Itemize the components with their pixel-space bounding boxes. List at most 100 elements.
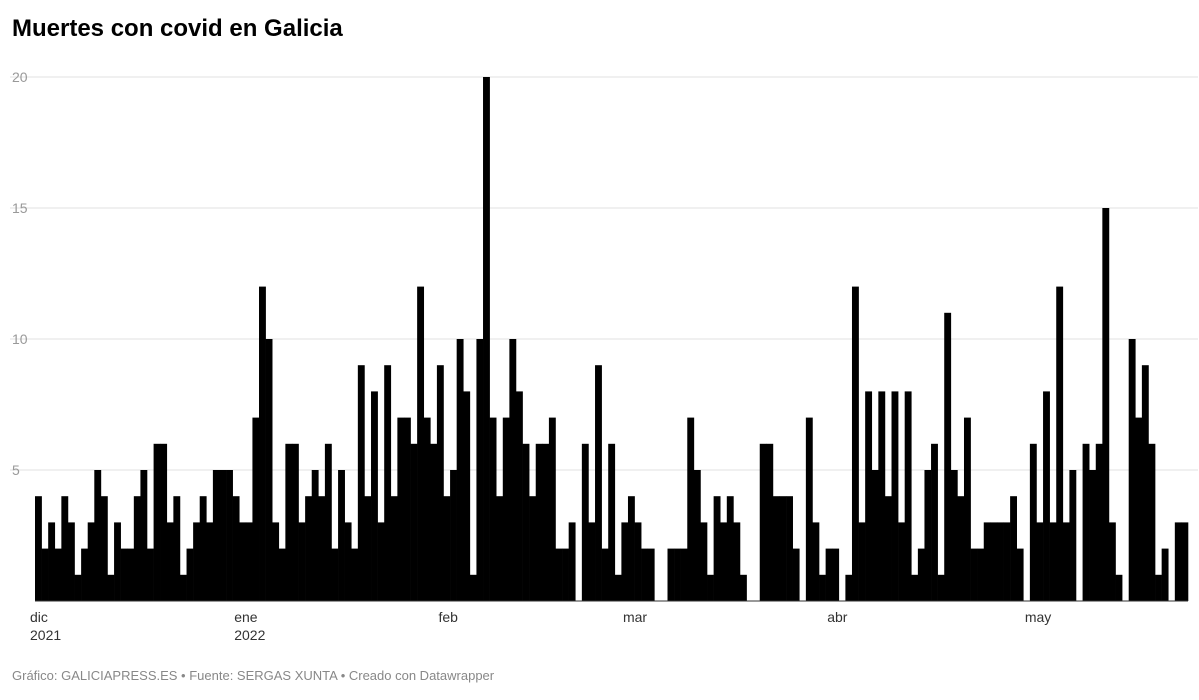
bar: [133, 496, 141, 601]
bar: [94, 470, 102, 601]
bar: [48, 522, 56, 601]
bar: [173, 496, 181, 601]
bar: [667, 548, 675, 601]
y-tick-label: 20: [12, 69, 28, 85]
bar: [252, 417, 260, 601]
bar: [680, 548, 688, 601]
bar: [548, 417, 556, 601]
x-tick-label: may: [1025, 609, 1051, 625]
bar: [726, 496, 734, 601]
bar: [1089, 470, 1097, 601]
bar: [272, 522, 280, 601]
bar: [1102, 208, 1110, 601]
bar: [917, 548, 925, 601]
bar: [1115, 574, 1123, 601]
bar: [1095, 443, 1103, 601]
bar: [1148, 443, 1156, 601]
bar: [397, 417, 405, 601]
bar: [259, 286, 266, 601]
bar: [305, 496, 313, 601]
y-tick-label: 15: [12, 200, 28, 216]
bar: [127, 548, 135, 601]
bar: [898, 522, 905, 601]
bar: [41, 548, 49, 601]
bar: [298, 522, 306, 601]
bar: [120, 548, 128, 601]
bar: [206, 522, 214, 601]
bar: [739, 574, 747, 601]
bar: [766, 443, 774, 601]
x-tick-label: dic 2021: [30, 609, 61, 643]
bar: [581, 443, 589, 601]
bar: [614, 574, 622, 601]
bar: [232, 496, 240, 601]
bar: [713, 496, 721, 601]
bar: [423, 417, 431, 601]
bar: [1069, 470, 1077, 601]
bar: [114, 522, 121, 601]
bar: [476, 339, 484, 601]
bar: [357, 365, 365, 601]
footer: Gráfico: GALICIAPRESS.ES • Fuente: SERGA…: [12, 668, 495, 683]
bar: [496, 496, 504, 601]
bar: [509, 339, 517, 601]
bar: [489, 417, 497, 601]
bar: [904, 391, 912, 601]
bar: [970, 548, 978, 601]
bar: [865, 391, 873, 601]
bar: [285, 443, 293, 601]
bar: [535, 443, 543, 601]
bar: [792, 548, 800, 601]
bar: [1082, 443, 1090, 601]
bar: [601, 548, 609, 601]
bar: [805, 417, 813, 601]
bar: [186, 548, 194, 601]
bar: [1003, 522, 1011, 601]
bar: [245, 522, 253, 601]
bar: [733, 522, 741, 601]
y-tick-label: 5: [12, 462, 20, 478]
bar: [318, 496, 326, 601]
bar: [344, 522, 352, 601]
bar: [562, 548, 569, 601]
bar: [1010, 496, 1017, 601]
bar: [483, 77, 490, 601]
bar: [819, 574, 826, 601]
bar: [54, 548, 62, 601]
bar: [463, 391, 471, 601]
chart-title: Muertes con covid en Galicia: [12, 15, 343, 42]
bar: [911, 574, 919, 601]
bar: [608, 443, 616, 601]
bar: [845, 574, 853, 601]
bar: [147, 548, 154, 601]
bar: [931, 443, 938, 601]
bar: [1043, 391, 1050, 601]
bar: [403, 417, 411, 601]
bar: [1062, 522, 1070, 601]
bar: [634, 522, 642, 601]
x-tick-label: mar: [623, 609, 647, 625]
bar: [957, 496, 965, 601]
bar: [812, 522, 820, 601]
bar: [1135, 417, 1143, 601]
bar: [166, 522, 174, 601]
bar: [1141, 365, 1149, 601]
bar: [707, 574, 714, 601]
bar: [430, 443, 438, 601]
bar: [1155, 574, 1162, 601]
bar: [443, 496, 451, 601]
bar: [1029, 443, 1037, 601]
bar: [291, 443, 299, 601]
bar: [87, 522, 95, 601]
bar: [595, 365, 602, 601]
bar: [265, 339, 273, 601]
bar: [410, 443, 418, 601]
bar: [568, 522, 576, 601]
bar: [502, 417, 510, 601]
bar: [160, 443, 168, 601]
bar: [456, 339, 464, 601]
bar: [647, 548, 655, 601]
bar: [179, 574, 187, 601]
bar: [687, 417, 695, 601]
bar: [239, 522, 247, 601]
